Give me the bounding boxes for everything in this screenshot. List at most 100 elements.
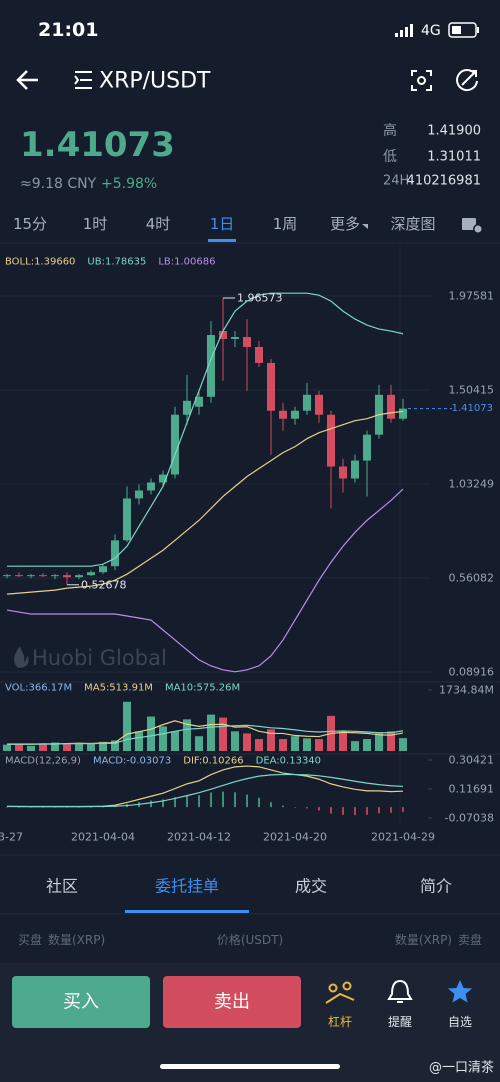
macd-bar — [90, 807, 92, 808]
macd-bar — [210, 792, 212, 808]
candle-body — [3, 575, 11, 577]
volume-bar — [99, 741, 107, 751]
candle-body — [351, 460, 359, 479]
macd-bar — [246, 794, 248, 808]
credit: @一口清茶 — [429, 1060, 494, 1076]
candle-body — [267, 362, 275, 411]
macd-bar — [30, 807, 32, 808]
sell-button[interactable] — [163, 976, 301, 1028]
menu-icon[interactable] — [74, 71, 92, 89]
interval-tab[interactable]: 1时 — [83, 215, 108, 233]
macd-bar — [354, 807, 356, 816]
macd-bar — [342, 807, 344, 815]
low-annotation: 0.52678 — [81, 578, 127, 591]
section-tab[interactable]: 简介 — [420, 877, 452, 896]
cny-price: ≈9.18 CNY — [20, 176, 97, 192]
candle-body — [291, 410, 299, 419]
volume-bar — [39, 743, 47, 751]
buy-button[interactable] — [12, 976, 150, 1028]
section-tab[interactable]: 社区 — [46, 877, 78, 896]
margin-icon[interactable] — [325, 981, 355, 1004]
candle-body — [363, 434, 371, 461]
order-ask-label: 卖盘 — [458, 932, 482, 947]
favorite-label: 自选 — [448, 1015, 472, 1029]
indicator-line — [6, 410, 404, 595]
macd-bar — [294, 807, 296, 808]
interval-tab[interactable]: 更多 — [330, 215, 360, 233]
volume-bar — [303, 738, 311, 751]
candle-body — [135, 490, 143, 499]
y-tick-label: -0.07038 — [445, 812, 494, 825]
indicator-line — [7, 724, 404, 745]
volume-bar — [243, 733, 251, 751]
candle-body — [75, 575, 83, 578]
x-tick-label: 2021-04-12 — [167, 831, 231, 844]
legend-entry: VOL:366.17M — [5, 683, 72, 694]
volume-bar — [51, 742, 59, 751]
section-tab[interactable]: 成交 — [295, 877, 327, 896]
candle-body — [339, 466, 347, 479]
candle-body — [315, 394, 323, 415]
back-button[interactable] — [16, 70, 38, 90]
macd-bar — [162, 799, 164, 808]
legend-entry: DEA:0.13340 — [256, 756, 321, 767]
macd-bar — [78, 807, 80, 808]
alert-icon[interactable] — [387, 979, 413, 1003]
volume-bar — [267, 729, 275, 751]
pair-title: XRP/USDT — [99, 69, 211, 94]
settings-icon[interactable] — [462, 218, 483, 234]
x-tick-label: 2021-04-20 — [263, 831, 327, 844]
interval-tab[interactable]: 4时 — [146, 215, 171, 233]
candle-body — [111, 540, 119, 567]
order-bid-label: 买盘 — [18, 932, 42, 947]
x-tick-label: 03-27 — [0, 831, 23, 844]
macd-bar — [234, 792, 236, 808]
section-tab[interactable]: 委托挂单 — [155, 877, 219, 896]
macd-bar — [66, 807, 68, 808]
macd-bar — [42, 807, 44, 808]
volume-bar — [399, 738, 407, 751]
legend-entry: MA5:513.91M — [84, 683, 153, 694]
home-indicator — [160, 1064, 340, 1069]
macd-bar — [378, 807, 380, 814]
volume-bar — [135, 731, 143, 751]
macd-bar — [390, 807, 392, 813]
interval-tab[interactable]: 1周 — [273, 215, 298, 233]
candle-body — [255, 346, 263, 363]
candle-body — [15, 575, 23, 577]
interval-tab[interactable]: 1日 — [210, 215, 235, 233]
candle-body — [63, 575, 71, 578]
interval-tab[interactable]: 深度图 — [390, 215, 435, 233]
candle-body — [195, 396, 203, 407]
volume-bar — [219, 717, 227, 751]
watermark-logo — [14, 646, 29, 668]
share-icon[interactable] — [456, 69, 478, 92]
candle-body — [303, 394, 311, 411]
screenshot-icon[interactable] — [411, 70, 432, 91]
candle-body — [207, 335, 215, 397]
y-tick-label: 0.56082 — [449, 571, 495, 584]
margin-label: 杠杆 — [328, 1014, 352, 1029]
sell-label: 卖出 — [214, 992, 250, 1013]
candle-body — [219, 331, 227, 340]
candle-body — [159, 474, 167, 483]
macd-bar — [174, 797, 176, 808]
macd-bar — [258, 797, 260, 808]
volume-bar — [3, 744, 11, 751]
interval-tab[interactable]: 15分 — [13, 215, 47, 233]
candle-body — [27, 575, 35, 577]
volume-value: 410216981 — [407, 174, 481, 189]
buy-label: 买入 — [63, 992, 99, 1013]
indicator-line — [7, 292, 404, 567]
volume-bar — [87, 743, 95, 751]
candle-body — [387, 394, 395, 419]
candle-body — [183, 400, 191, 415]
candle-body — [171, 414, 179, 475]
favorite-icon[interactable] — [448, 980, 472, 1003]
macd-bar — [270, 802, 272, 808]
volume-bar — [363, 739, 371, 751]
legend-entry: LB:1.00686 — [158, 257, 215, 268]
volume-bar — [255, 739, 263, 751]
high-label: 高 — [383, 122, 397, 139]
